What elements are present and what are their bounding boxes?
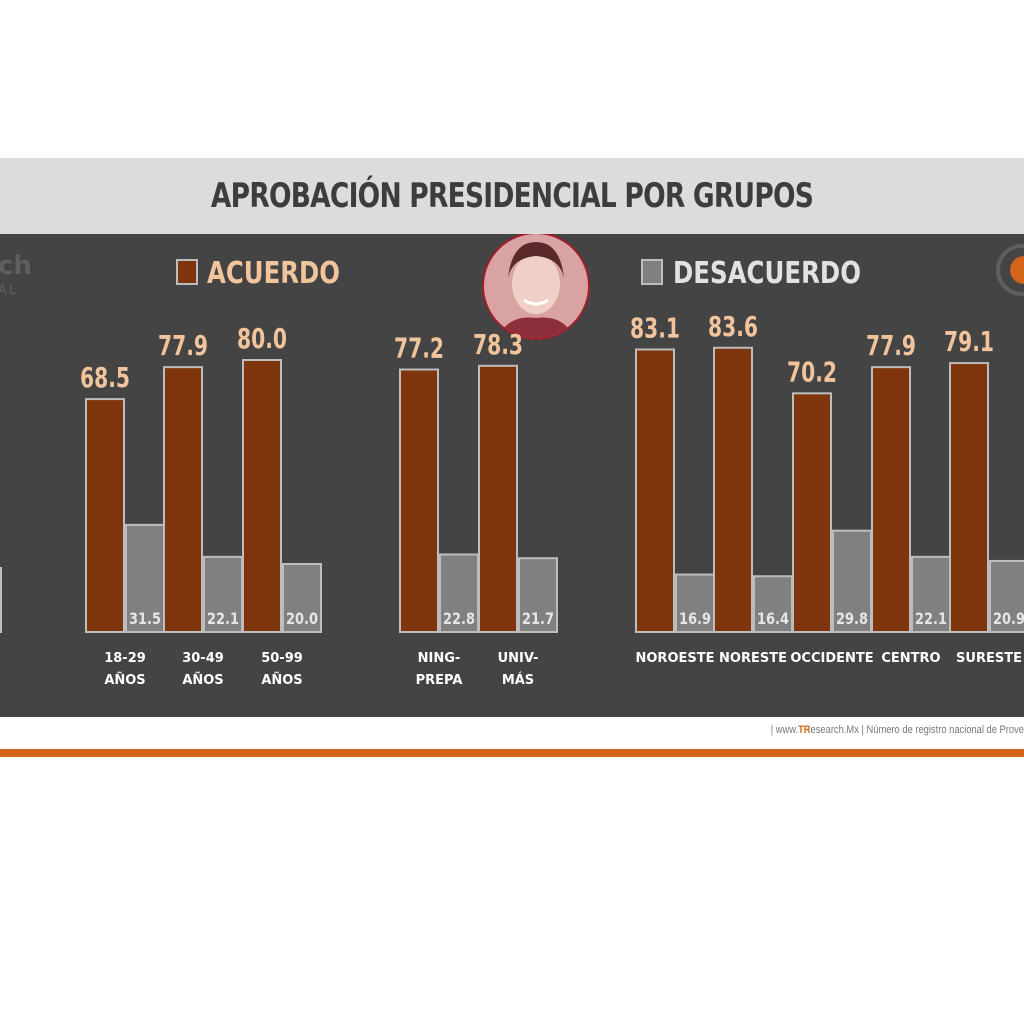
category-label-0: 18-29 AÑOS — [104, 651, 146, 688]
legend-label-acuerdo: ACUERDO — [207, 256, 340, 291]
footer-accent-line — [0, 749, 1024, 757]
chart-panel: ch AL ACUERDO DESACUERDO — [0, 234, 1024, 717]
bar-desacuerdo-8 — [911, 555, 951, 633]
category-label-2: 50-99 AÑOS — [261, 651, 303, 688]
category-label-1: 30-49 AÑOS — [182, 651, 224, 688]
value-label-desacuerdo-6: 16.4 — [757, 609, 789, 628]
value-labels-group: 68.5 31.5 77.9 22.1 80.0 20.0 77.2 22.8 78.3 21.7… — [80, 310, 1024, 628]
bar-acuerdo-6 — [713, 346, 753, 633]
bars-group — [85, 346, 1024, 634]
value-label-acuerdo-5: 83.1 — [630, 311, 680, 344]
title-bar: APROBACIÓN PRESIDENCIAL POR GRUPOS — [0, 158, 1024, 234]
bar-desacuerdo-1 — [203, 555, 243, 633]
value-label-acuerdo-0: 68.5 — [80, 361, 130, 394]
footer-strip: | www.TResearch.Mx | Número de registro … — [0, 717, 1024, 749]
bar-desacuerdo-3 — [439, 553, 479, 634]
footer-site-prefix: | www. — [770, 724, 799, 736]
footer-source-text: | www.TResearch.Mx | Número de registro … — [771, 724, 1024, 736]
value-label-desacuerdo-7: 29.8 — [836, 609, 868, 628]
bar-acuerdo-0 — [85, 398, 125, 633]
chart-banner: APROBACIÓN PRESIDENCIAL POR GRUPOS ch AL… — [0, 158, 1024, 758]
value-label-acuerdo-8: 77.9 — [866, 329, 916, 362]
portrait-avatar — [482, 234, 590, 340]
category-label-3: NING-PREPA — [416, 651, 463, 688]
legend-swatch-acuerdo — [176, 259, 198, 285]
bar-desacuerdo-0 — [125, 523, 165, 633]
value-label-desacuerdo-2: 20.0 — [286, 609, 318, 628]
value-label-acuerdo-1: 77.9 — [158, 329, 208, 362]
logo-left-text: ch — [0, 251, 32, 281]
value-label-acuerdo-3: 77.2 — [394, 332, 444, 365]
legend-swatch-desacuerdo — [641, 259, 663, 285]
footer-site-brand: TR — [798, 724, 811, 736]
category-label-4: UNIV-MÁS — [498, 651, 539, 688]
value-label-desacuerdo-3: 22.8 — [443, 609, 475, 628]
category-label-8: CENTRO — [881, 651, 940, 666]
value-label-desacuerdo-1: 22.1 — [207, 609, 239, 628]
value-label-desacuerdo-0: 31.5 — [129, 609, 161, 628]
bar-acuerdo-3 — [399, 368, 439, 634]
value-label-acuerdo-2: 80.0 — [237, 322, 287, 355]
value-label-acuerdo-9: 79.1 — [944, 325, 994, 358]
bar-acuerdo-8 — [871, 366, 911, 633]
footer-registry: | Número de registro nacional de Prove — [858, 724, 1024, 736]
value-label-desacuerdo-9: 20.9 — [993, 609, 1024, 628]
chart-title: APROBACIÓN PRESIDENCIAL POR GRUPOS — [210, 176, 814, 216]
category-labels-group: 18-29 AÑOS 30-49 AÑOS 50-99 AÑOS NING-PREPA UNI… — [104, 651, 1022, 688]
bar-desacuerdo-9 — [989, 559, 1024, 633]
bar-acuerdo-9 — [949, 362, 989, 633]
value-label-desacuerdo-8: 22.1 — [915, 609, 947, 628]
bar-acuerdo-4 — [478, 364, 518, 633]
bar-acuerdo-2 — [242, 359, 282, 633]
bar-desacuerdo-4 — [518, 557, 558, 633]
legend-label-desacuerdo: DESACUERDO — [673, 256, 861, 291]
bar-acuerdo-7 — [792, 392, 832, 633]
category-label-9: SURESTE — [956, 651, 1022, 666]
logo-right-icon — [996, 244, 1024, 296]
value-label-acuerdo-4: 78.3 — [473, 328, 523, 361]
value-label-desacuerdo-4: 21.7 — [522, 609, 554, 628]
category-label-5: NOROESTE — [636, 651, 715, 666]
bar-acuerdo-1 — [163, 366, 203, 633]
footer-site-rest: esearch.Mx — [810, 724, 859, 736]
category-label-6: NORESTE — [719, 651, 787, 666]
logo-left-subtext: AL — [0, 283, 18, 298]
bar-desacuerdo-2 — [282, 563, 322, 633]
category-label-7: OCCIDENTE — [790, 651, 873, 666]
partial-bar-left-edge — [0, 567, 2, 633]
bar-desacuerdo-6 — [753, 575, 793, 633]
bar-chart: ch AL ACUERDO DESACUERDO — [0, 234, 1024, 688]
bar-acuerdo-5 — [635, 348, 675, 634]
value-label-desacuerdo-5: 16.9 — [679, 609, 711, 628]
value-label-acuerdo-6: 83.6 — [708, 310, 758, 343]
value-label-acuerdo-7: 70.2 — [787, 355, 837, 388]
